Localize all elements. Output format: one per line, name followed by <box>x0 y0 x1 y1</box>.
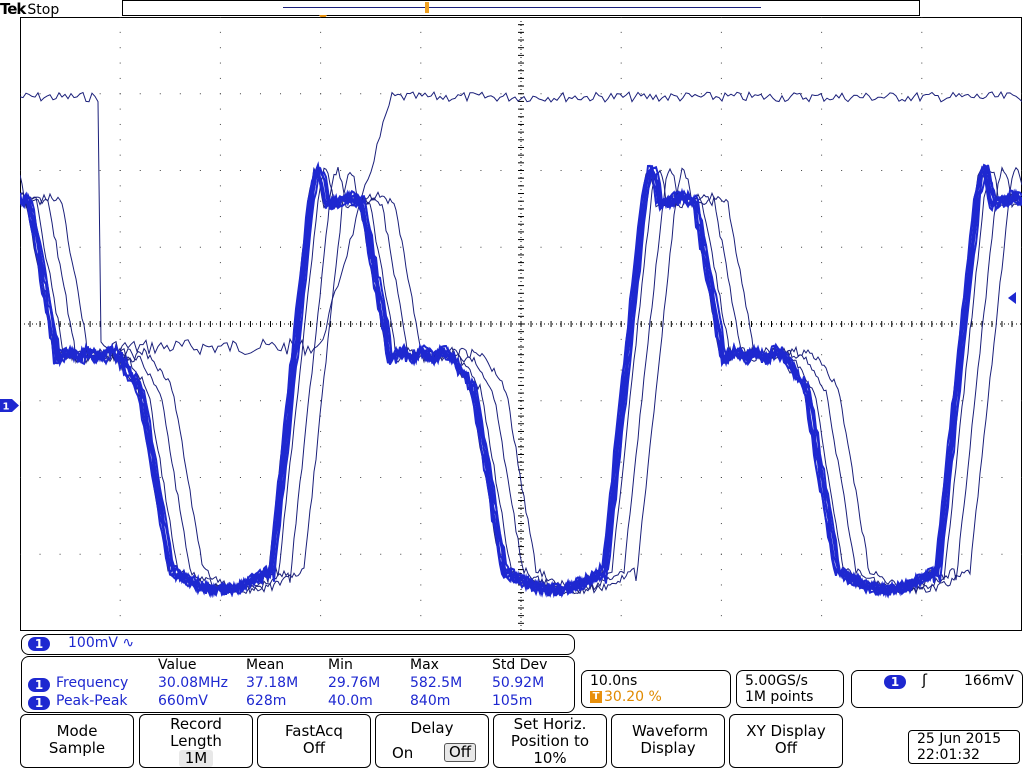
record-view-marker <box>425 2 429 13</box>
timebase: 10.0ns <box>590 673 638 689</box>
fastacq-button[interactable]: FastAcq Off <box>257 714 371 768</box>
acquisition-status: Stop <box>27 2 60 18</box>
trigger-level-marker[interactable] <box>1007 292 1017 304</box>
header-std-dev: Std Dev <box>492 657 548 673</box>
trigger-icon: T <box>590 691 602 703</box>
mode-title: Mode <box>56 722 98 740</box>
fastacq-value: Off <box>302 739 326 757</box>
meas-row-2-name: Peak-Peak <box>56 693 128 709</box>
channel-1-waveform <box>20 90 1022 599</box>
rising-edge-icon: ʃ <box>922 671 928 689</box>
waveform-trace <box>20 166 1022 595</box>
measurement-panel[interactable]: Value Mean Min Max Std Dev 1 Frequency 3… <box>21 656 575 713</box>
record-length-title: Record Length <box>170 715 222 750</box>
trigger-level: 166mV <box>964 673 1014 689</box>
record-length-value: 1M <box>178 750 214 767</box>
header-value: Value <box>158 657 197 673</box>
brand-label: Tek Stop <box>0 0 59 18</box>
set-horiz-position-button[interactable]: Set Horiz. Position to 10% <box>493 714 607 768</box>
meas-row-2-min: 40.0m <box>328 693 373 709</box>
record-view-bar[interactable] <box>122 0 920 16</box>
trigger-readout[interactable]: 1 ʃ 166mV <box>851 670 1023 708</box>
record-view-line <box>283 7 761 8</box>
trigger-channel-badge: 1 <box>884 675 906 689</box>
meas-row-2-value: 660mV <box>158 693 208 709</box>
acquisition-readout[interactable]: 5.00GS/s 1M points <box>736 670 844 708</box>
meas-row-1-max: 582.5M <box>410 675 463 691</box>
sample-rate: 5.00GS/s <box>745 673 808 689</box>
meas-row-2-badge: 1 <box>28 696 50 710</box>
mode-button[interactable]: Mode Sample <box>20 714 134 768</box>
xy-display-value: Off <box>774 739 798 757</box>
meas-row-1-mean: 37.18M <box>246 675 299 691</box>
delay-button[interactable]: Delay On Off <box>375 714 489 768</box>
meas-row-1-name: Frequency <box>56 675 129 691</box>
delay-title: Delay <box>410 719 454 737</box>
record-length-button[interactable]: Record Length 1M <box>139 714 253 768</box>
meas-row-1-min: 29.76M <box>328 675 381 691</box>
coupling-icon: ∿ <box>122 635 135 651</box>
channel-1-marker-label: 1 <box>3 402 10 413</box>
xy-display-title: XY Display <box>746 722 826 740</box>
header-mean: Mean <box>246 657 285 673</box>
header-max: Max <box>410 657 439 673</box>
date-time-readout: 25 Jun 2015 22:01:32 <box>908 730 1020 764</box>
fastacq-title: FastAcq <box>285 722 343 740</box>
graticule-center-axes <box>20 17 1022 631</box>
waveform-display-button[interactable]: Waveform Display <box>611 714 725 768</box>
meas-row-2-mean: 628m <box>246 693 287 709</box>
delay-on-option[interactable]: On <box>392 744 414 762</box>
meas-row-1-badge: 1 <box>28 678 50 692</box>
channel-1-ground-marker[interactable]: 1 <box>0 398 19 413</box>
record-points: 1M points <box>745 689 814 705</box>
mode-value: Sample <box>48 739 106 757</box>
time: 22:01:32 <box>917 747 980 763</box>
meas-row-1-std: 50.92M <box>492 675 545 691</box>
channel-1-badge: 1 <box>28 637 50 651</box>
channel-1-scale-readout[interactable]: 1 100mV ∿ <box>21 634 575 655</box>
brand-text: Tek <box>0 0 26 18</box>
header-min: Min <box>328 657 353 673</box>
waveform-graticule[interactable] <box>20 17 1022 631</box>
waveform-trace <box>20 90 1022 357</box>
meas-row-2-max: 840m <box>410 693 451 709</box>
delay-off-option[interactable]: Off <box>444 743 477 762</box>
waveform-trace <box>20 166 1022 595</box>
meas-row-1-value: 30.08MHz <box>158 675 229 691</box>
trigger-position: 30.20 % <box>604 689 662 705</box>
waveform-display-title: Waveform Display <box>632 722 709 757</box>
waveform-trace <box>20 164 1022 599</box>
meas-row-2-std: 105m <box>492 693 533 709</box>
date: 25 Jun 2015 <box>917 731 1002 747</box>
set-horiz-position-title: Set Horiz. Position to 10% <box>510 715 590 767</box>
channel-1-scale: 100mV <box>68 635 118 651</box>
horizontal-readout[interactable]: 10.0ns T 30.20 % <box>581 670 731 708</box>
xy-display-button[interactable]: XY Display Off <box>729 714 843 768</box>
